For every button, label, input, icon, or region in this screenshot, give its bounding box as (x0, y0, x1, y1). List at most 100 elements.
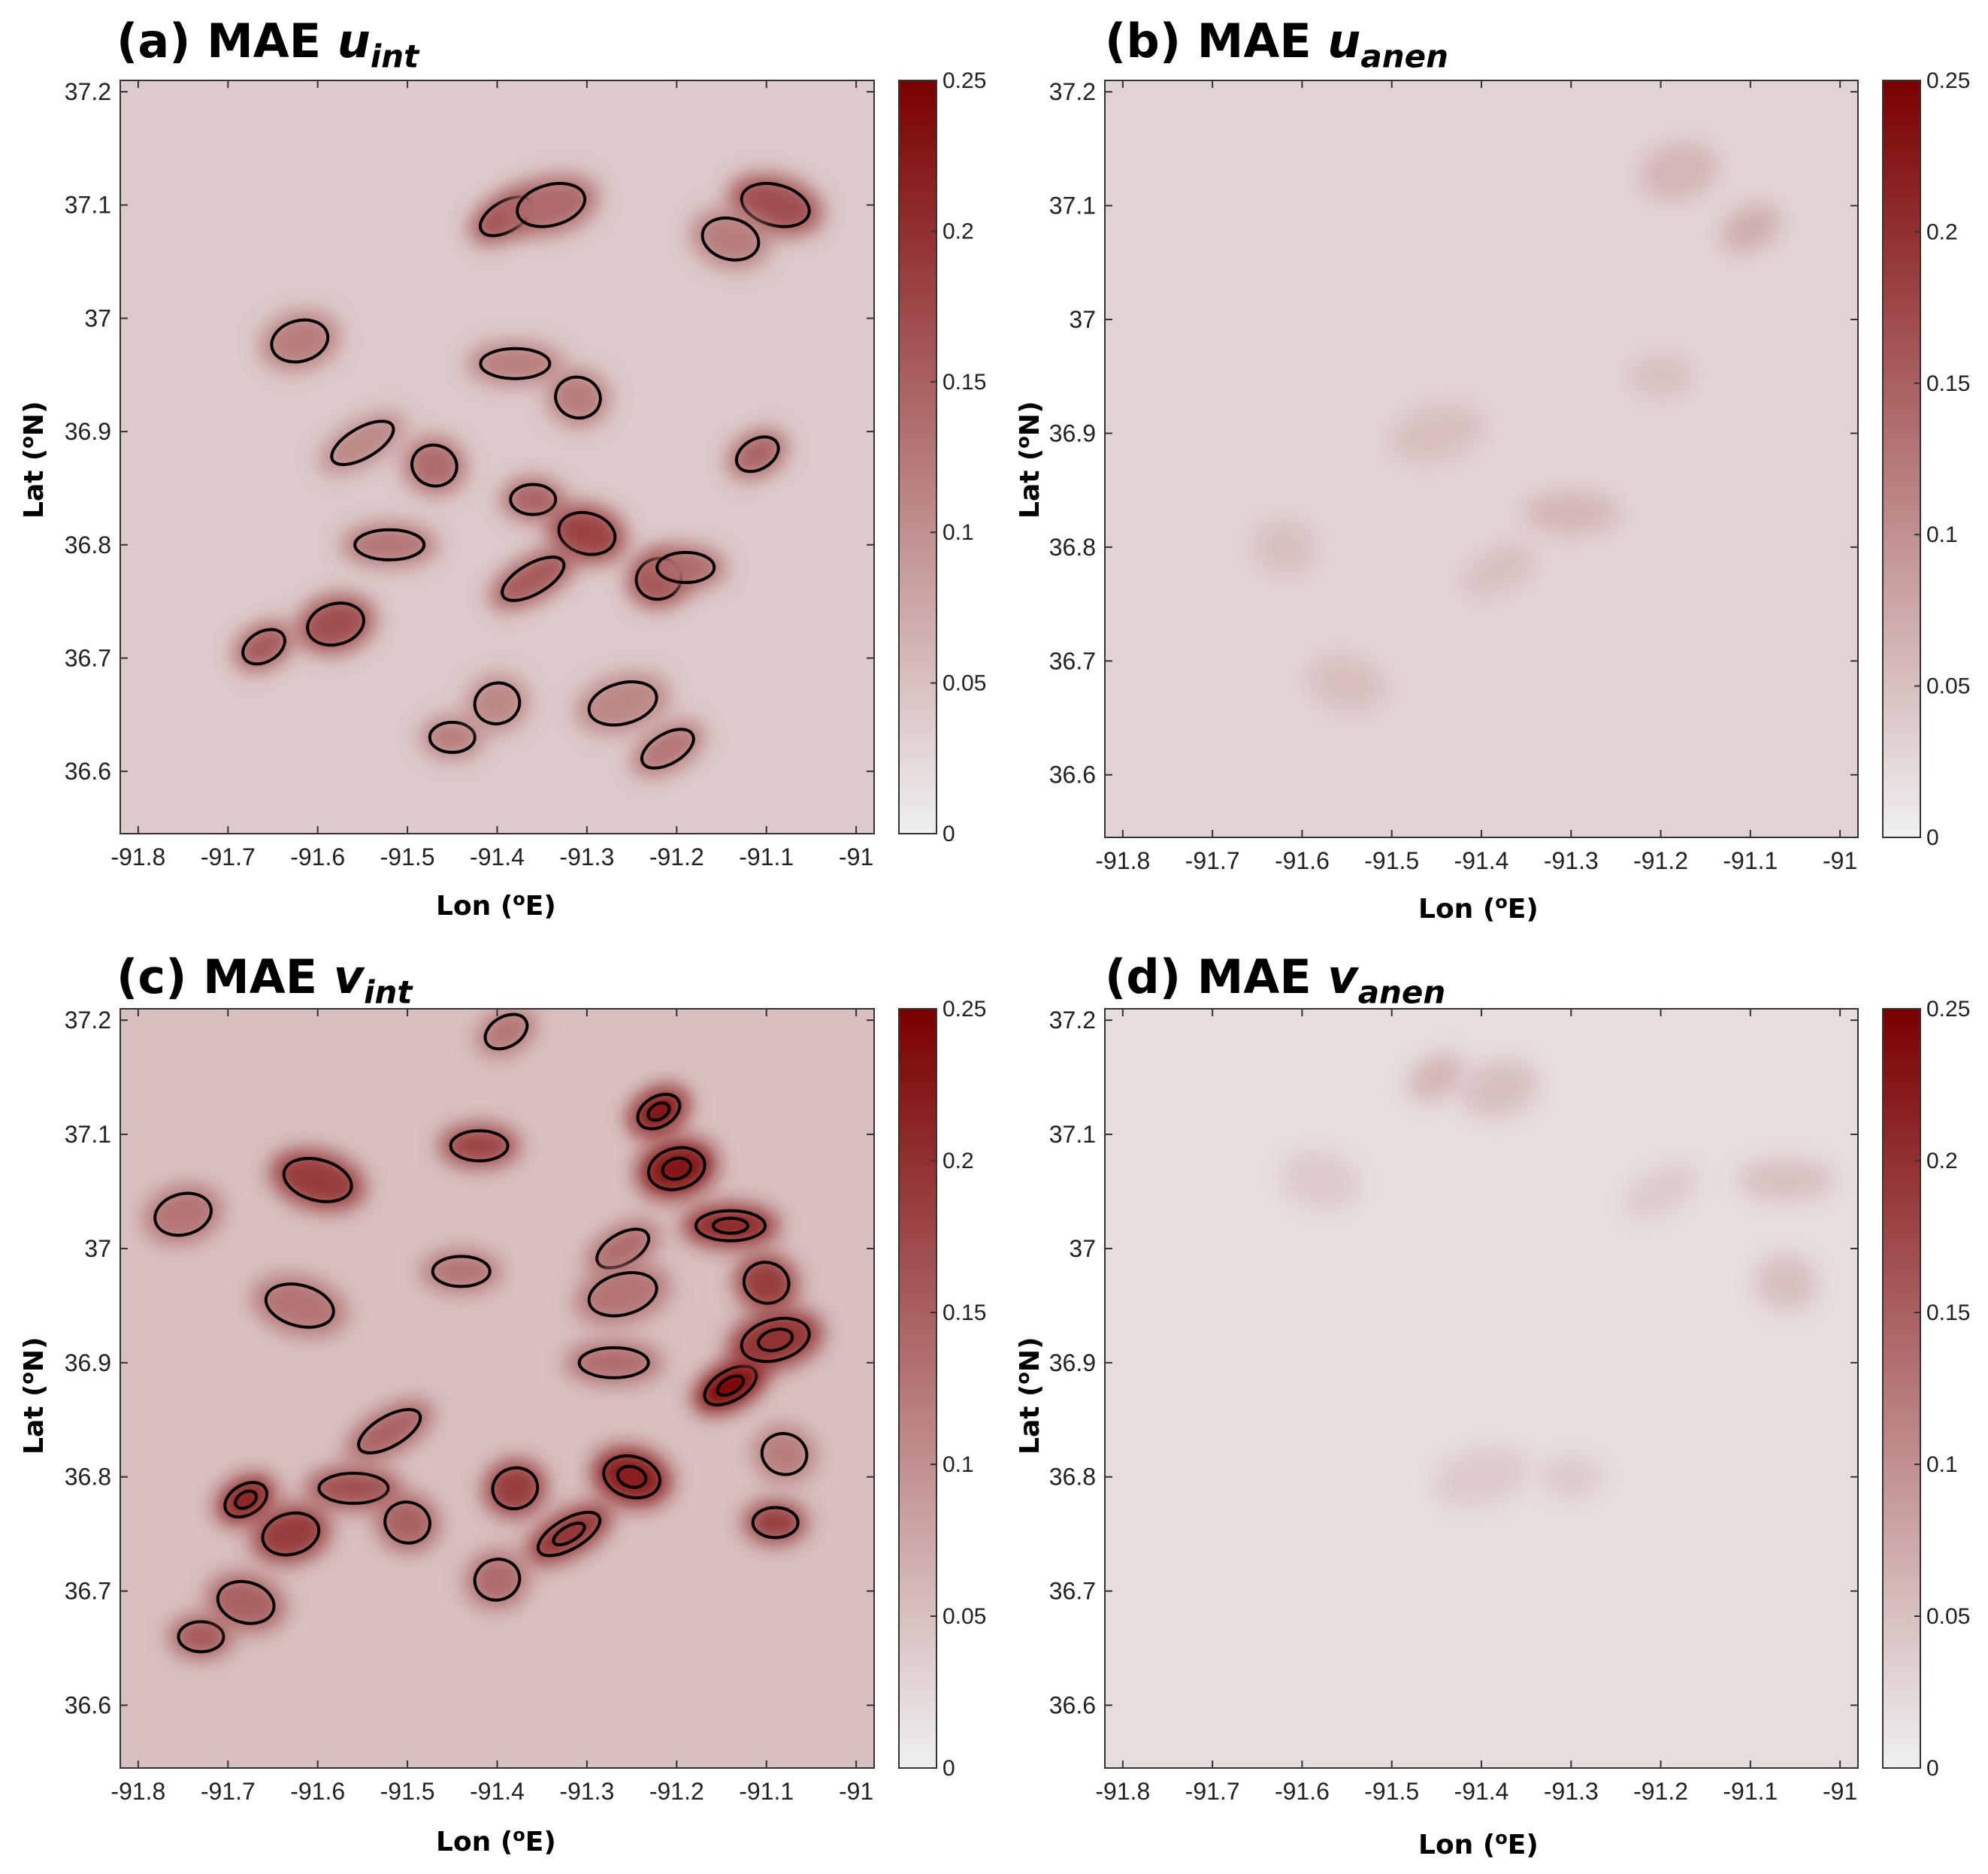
y-tick-label: 36.7 (1049, 647, 1096, 674)
colorbar-tick-label: 0 (1926, 1756, 1939, 1781)
colorbar (898, 80, 937, 834)
panel-title: (b) MAE uanen (1105, 14, 1448, 74)
hotspot (547, 504, 627, 563)
contour-line (449, 1129, 510, 1163)
hotspot (629, 1087, 688, 1136)
hotspot (144, 1185, 222, 1244)
colorbar-tick-label: 0.25 (943, 68, 986, 93)
y-tick-label: 36.9 (65, 1349, 111, 1376)
colorbar-tick-label: 0.1 (1926, 522, 1958, 547)
hotspot (1754, 1254, 1818, 1312)
contour-line (734, 435, 780, 474)
contour-line (509, 483, 558, 516)
contour-line (153, 1191, 213, 1237)
x-tick-label: -91.6 (290, 843, 345, 870)
contour-line (234, 1489, 259, 1510)
hotspot (296, 595, 375, 654)
title-prefix: (b) MAE (1105, 14, 1328, 68)
colorbar-tick-label: 0.05 (943, 1604, 986, 1629)
contour-line (473, 681, 522, 725)
colorbar-tick-label: 0 (943, 822, 955, 846)
hotspot (346, 1400, 433, 1462)
hotspot (1307, 654, 1387, 713)
contour-line (516, 182, 587, 229)
contour-line (587, 1271, 658, 1318)
hotspot (592, 1447, 671, 1506)
hotspot (1252, 518, 1316, 576)
title-sub: anen (1360, 38, 1449, 75)
contour-line (711, 1216, 749, 1235)
panel-b: (b) MAE uanen -91.8 -91.7 -91.6 -91.5 -91.4-… (994, 0, 1988, 936)
title-prefix: (a) MAE (116, 14, 337, 68)
contour-line (491, 1466, 540, 1511)
y-tick-label: 36.9 (65, 418, 111, 445)
hotspot (252, 1275, 347, 1337)
panel-title: (d) MAE vanen (1105, 949, 1445, 1010)
contour-line (742, 1261, 791, 1305)
x-tick-label: -91 (839, 843, 873, 870)
contour-line (694, 1209, 767, 1243)
colorbar-tick-label: 0.05 (1926, 674, 1970, 699)
hotspot (631, 721, 704, 776)
hotspot (1434, 1446, 1529, 1507)
contour-line (264, 1282, 335, 1329)
heatmap-c: -91.8 -91.7 -91.6 -91.5 -91.4 -91.3 -91.2 -91.1… (65, 997, 987, 1805)
colorbar-tick-label: 0 (1926, 825, 1939, 850)
x-tick-label: -91.1 (1723, 847, 1778, 874)
colorbar-tick-label: 0.1 (1926, 1452, 1958, 1477)
hotspot (586, 1221, 659, 1276)
heatmap-b: -91.8 -91.7 -91.6 -91.5 -91.4 -91.3 -91.2 -91.1… (1049, 68, 1971, 874)
contour-line (646, 1101, 671, 1122)
heatmap-d: -91.8 -91.7 -91.6 -91.5 -91.4 -91.3 -91.2 -91.1… (1049, 997, 1971, 1805)
hotspot (1539, 1455, 1603, 1498)
x-tick-label: -91.5 (380, 843, 435, 870)
hotspot (728, 430, 787, 479)
contour-line (554, 375, 602, 420)
y-tick-label: 37.2 (1049, 78, 1096, 105)
y-tick-label: 37 (84, 1235, 111, 1262)
hotspot (216, 1476, 276, 1524)
hotspot (270, 1149, 365, 1210)
colorbar-tick-label: 0.25 (1926, 68, 1970, 93)
contour-line (577, 1346, 650, 1379)
title-prefix: (c) MAE (116, 949, 334, 1004)
contour-line (700, 216, 761, 262)
title-sub: int (364, 973, 413, 1011)
hotspot (1407, 1053, 1466, 1102)
hotspot (525, 1503, 613, 1564)
title-var: u (1327, 14, 1361, 68)
hotspot (260, 311, 340, 371)
y-tick-label: 36.9 (1049, 419, 1096, 447)
y-tick-label: 37.2 (1049, 1007, 1096, 1034)
colorbar-tick-label: 0.2 (943, 219, 974, 244)
contour-line (177, 1620, 225, 1654)
x-axis-label: Lon (oE) (436, 889, 556, 922)
contour-line (483, 1013, 529, 1051)
hotspot (575, 1264, 670, 1325)
contour-line (760, 1432, 809, 1476)
contour-line (616, 1464, 648, 1489)
x-tick-label: -91 (1823, 847, 1857, 874)
colorbar-tick-label: 0.25 (943, 997, 986, 1022)
hotspot (637, 1139, 716, 1198)
y-tick-label: 36.8 (1049, 1464, 1096, 1491)
hotspot (694, 1358, 767, 1413)
panel-c: (c) MAE vint -91.8 -91.7 -91.6 -91.5 -91.4 -9… (0, 936, 992, 1874)
contour-line (306, 601, 365, 647)
x-tick-label: -91.6 (1275, 847, 1330, 874)
contour-line (330, 419, 395, 466)
x-tick-label: -91.4 (470, 1778, 525, 1805)
y-axis-label: Lat (oN) (1012, 401, 1045, 519)
contour-line (740, 1316, 811, 1364)
y-tick-label: 37.1 (1049, 192, 1096, 219)
contour-line (661, 1156, 692, 1181)
y-axis-label: Lat (oN) (1012, 1337, 1045, 1455)
x-tick-label: -91.7 (1185, 1778, 1240, 1805)
y-tick-label: 36.7 (65, 644, 111, 671)
field-background (120, 1009, 874, 1768)
y-tick-label: 37 (84, 304, 111, 332)
x-tick-label: -91.8 (1095, 847, 1150, 874)
colorbar-tick-label: 0.1 (943, 520, 974, 545)
title-sub: int (370, 38, 419, 75)
y-tick-label: 37.2 (65, 78, 111, 105)
